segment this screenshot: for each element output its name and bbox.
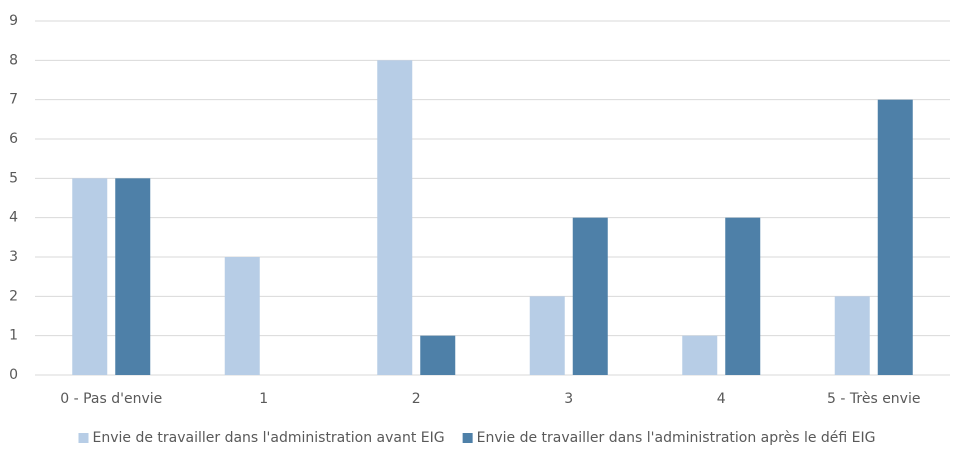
y-tick-label: 2 <box>9 288 18 304</box>
x-tick-label: 4 <box>717 391 726 407</box>
x-tick-label: 3 <box>564 391 573 407</box>
legend-swatch <box>462 433 473 443</box>
y-tick-label: 8 <box>9 52 18 68</box>
bar <box>572 217 608 375</box>
bar <box>72 178 108 375</box>
bar <box>529 296 565 375</box>
y-tick-label: 6 <box>9 131 18 147</box>
bar <box>420 335 456 375</box>
x-tick-label: 5 - Très envie <box>827 391 920 407</box>
x-tick-label: 1 <box>259 391 268 407</box>
bar <box>725 217 761 375</box>
bar <box>224 257 260 375</box>
bar <box>377 60 413 375</box>
y-tick-label: 4 <box>9 210 18 226</box>
x-tick-label: 0 - Pas d'envie <box>60 391 162 407</box>
bar <box>877 99 913 376</box>
x-tick-label: 2 <box>412 391 421 407</box>
legend-swatch <box>78 433 89 443</box>
bar <box>115 178 151 375</box>
y-tick-label: 7 <box>9 92 18 108</box>
y-tick-label: 9 <box>9 13 18 29</box>
bar <box>682 335 718 375</box>
legend-label: Envie de travailler dans l'administratio… <box>477 430 876 446</box>
y-tick-label: 5 <box>9 170 18 186</box>
bar <box>834 296 870 375</box>
y-tick-label: 1 <box>9 328 18 344</box>
y-tick-label: 3 <box>9 249 18 265</box>
legend-label: Envie de travailler dans l'administratio… <box>92 430 444 446</box>
y-tick-label: 0 <box>9 367 18 383</box>
